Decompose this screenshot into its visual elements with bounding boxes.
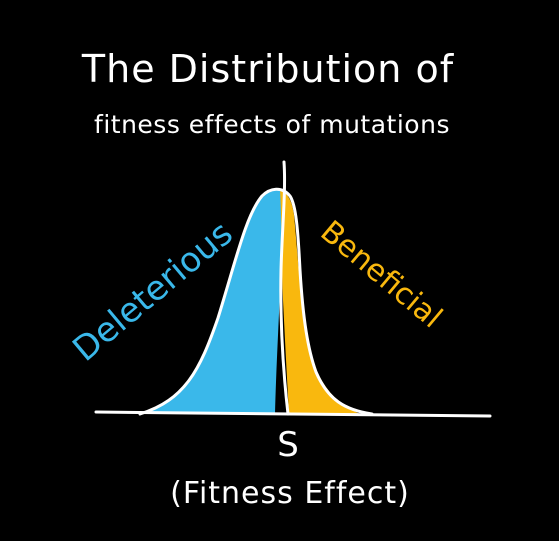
axis-caption: (Fitness Effect) xyxy=(170,476,410,511)
title-line-1: The Distribution of xyxy=(81,47,455,91)
beneficial-region xyxy=(280,190,360,414)
x-axis-line xyxy=(94,410,492,418)
distribution-curve xyxy=(138,187,374,416)
peak-divider-line xyxy=(279,160,290,416)
title-line-2: fitness effects of mutations xyxy=(94,110,450,139)
deleterious-region xyxy=(140,189,283,414)
beneficial-label: Beneficial xyxy=(314,214,449,335)
axis-symbol-s: S xyxy=(277,425,299,465)
